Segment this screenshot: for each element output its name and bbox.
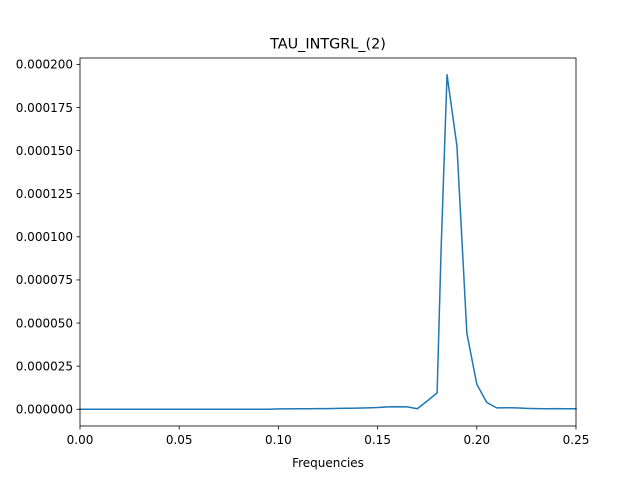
y-tick-label: 0.000000	[16, 403, 73, 417]
x-axis-label: Frequencies	[292, 456, 364, 470]
series-layer	[79, 73, 577, 411]
x-tick-label: 0.25	[563, 433, 590, 447]
plot-area: 0.00 0.05 0.10 0.15 0.20 0.25 0.000000 0.00002…	[16, 57, 590, 447]
series-line	[79, 73, 577, 411]
y-axis: 0.000000 0.000025 0.000050 0.000075 0.000100…	[16, 58, 80, 417]
x-tick-label: 0.00	[67, 433, 94, 447]
x-axis: 0.00 0.05 0.10 0.15 0.20 0.25	[67, 426, 590, 447]
x-tick-label: 0.05	[166, 433, 193, 447]
y-tick-label: 0.000075	[16, 273, 73, 287]
x-tick-label: 0.20	[463, 433, 490, 447]
plot-frame	[79, 57, 577, 427]
y-tick-label: 0.000025	[16, 359, 73, 373]
y-tick-label: 0.000125	[16, 187, 73, 201]
y-tick-label: 0.000200	[16, 58, 73, 72]
y-tick-label: 0.000150	[16, 144, 73, 158]
y-tick-label: 0.000175	[16, 101, 73, 115]
x-tick-label: 0.10	[265, 433, 292, 447]
chart-title: TAU_INTGRL_(2)	[269, 37, 386, 53]
x-tick-label: 0.15	[364, 433, 391, 447]
y-tick-label: 0.000050	[16, 316, 73, 330]
y-tick-label: 0.000100	[16, 230, 73, 244]
